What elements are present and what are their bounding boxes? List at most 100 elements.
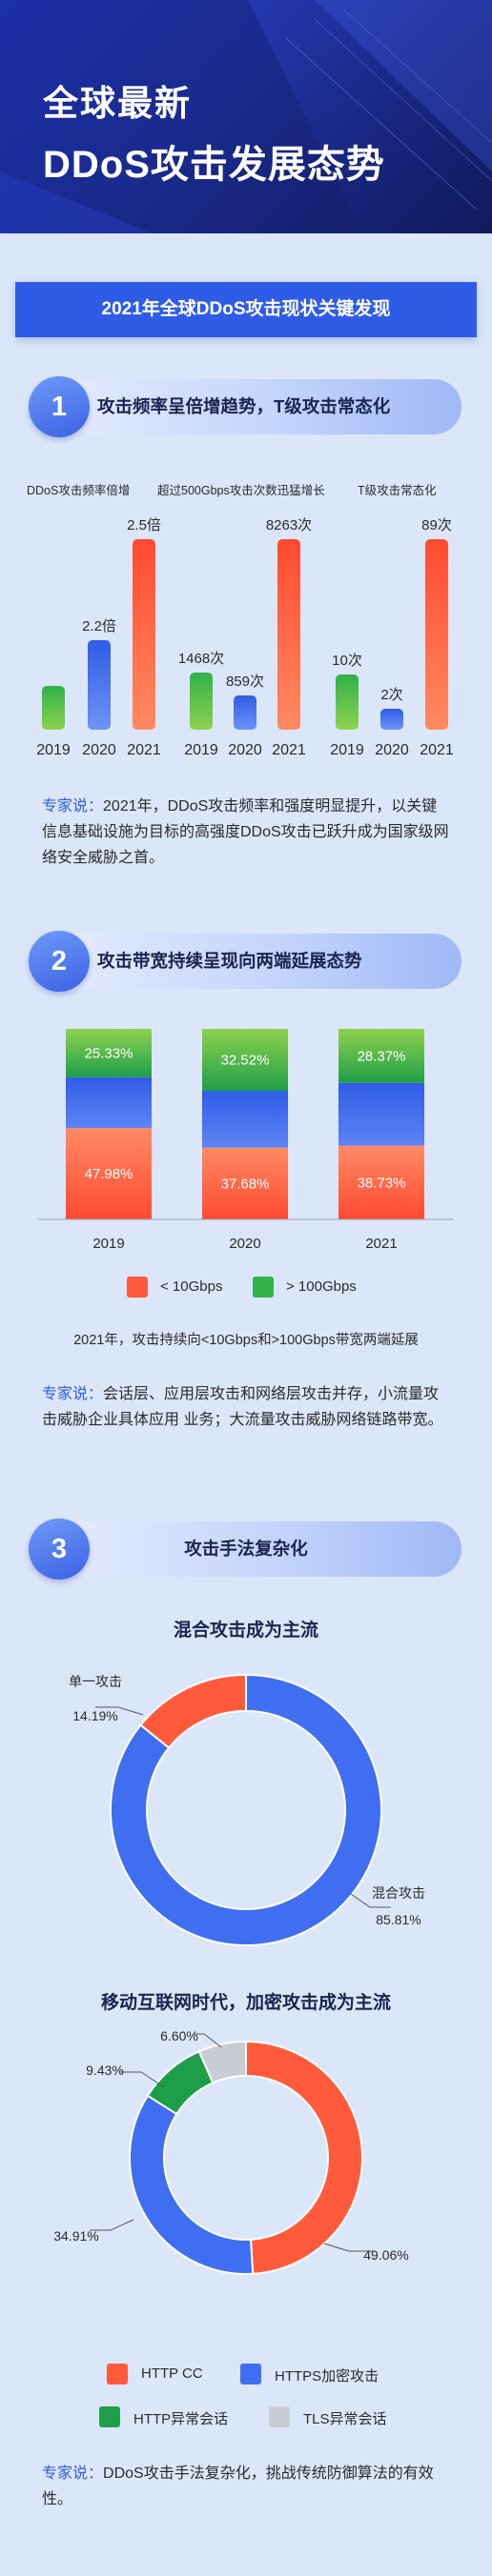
header-title-line2: DDoS攻击发展态势 bbox=[43, 144, 385, 186]
bar-c1-2020 bbox=[88, 640, 111, 730]
donut1-title: 混合攻击成为主流 bbox=[173, 1620, 318, 1640]
donut1-value-1: 85.81% bbox=[376, 1912, 420, 1927]
chart2-title: 超过500Gbps攻击次数迅猛增长 bbox=[157, 484, 325, 497]
stack-x-tick-2020: 2020 bbox=[229, 1236, 260, 1252]
stack-label-2021-2: 28.37% bbox=[358, 1048, 406, 1064]
section2-expert-label: 专家说： bbox=[42, 1386, 104, 1402]
section3-title: 攻击手法复杂化 bbox=[184, 1539, 308, 1559]
donut-chart-encrypted: 49.06% 34.91% 9.43% 6.60% bbox=[53, 2028, 409, 2275]
stack-x-tick-2019: 2019 bbox=[92, 1236, 124, 1252]
legend-swatch-lt10 bbox=[127, 1277, 148, 1298]
x-tick-c3-2019: 2019 bbox=[330, 742, 364, 758]
donut2-leader-0 bbox=[323, 2243, 374, 2252]
donut2-leader-3 bbox=[195, 2033, 222, 2048]
donut2-value-3: 6.60% bbox=[160, 2028, 198, 2043]
bar-c1-2019 bbox=[42, 686, 65, 730]
donut1-label-1: 混合攻击 bbox=[372, 1885, 425, 1901]
section1-pill: 攻击频率呈倍增趋势，T级攻击常态化 bbox=[31, 379, 461, 434]
header-banner: 全球最新 DDoS攻击发展态势 bbox=[0, 0, 492, 233]
legend2-swatch-https bbox=[240, 2364, 261, 2385]
bar-charts-section1: 2019 2.2倍 2020 2.5倍 2021 1468次 2019 859次 2020 826… bbox=[36, 517, 454, 758]
bar-label-c2-2021: 8263次 bbox=[266, 517, 312, 533]
donut2-leader-2 bbox=[120, 2071, 165, 2088]
donut2-title: 移动互联网时代，加密攻击成为主流 bbox=[100, 1993, 391, 2013]
section1-title: 攻击频率呈倍增趋势，T级攻击常态化 bbox=[97, 396, 391, 416]
x-tick-c1-2020: 2020 bbox=[82, 742, 116, 758]
bar-label-c2-2019: 1468次 bbox=[178, 651, 224, 667]
section1-expert-note: 专家说：2021年，DDoS攻击频率和强度明显提升，以关键信息基础设施为目标的高… bbox=[42, 794, 452, 871]
section1-expert-text: 2021年，DDoS攻击频率和强度明显提升，以关键信息基础设施为目标的高强度DD… bbox=[42, 798, 449, 866]
section2-title: 攻击带宽持续呈现向两端延展态势 bbox=[97, 951, 362, 971]
section3-expert-label: 专家说： bbox=[42, 2465, 104, 2482]
header-decoration bbox=[0, 0, 492, 233]
chart3-title: T级攻击常态化 bbox=[358, 484, 437, 497]
x-tick-c2-2020: 2020 bbox=[228, 742, 262, 758]
legend-swatch-gt100 bbox=[253, 1277, 274, 1298]
section3-expert-text: DDoS攻击手法复杂化，挑战传统防御算法的有效性。 bbox=[42, 2465, 434, 2507]
donut1-label-0: 单一攻击 bbox=[69, 1674, 122, 1689]
stack-label-2019-0: 47.98% bbox=[85, 1166, 133, 1182]
stack-seg-2021-0 bbox=[338, 1145, 424, 1219]
donut1-value-0: 14.19% bbox=[72, 1708, 117, 1723]
legend2-swatch-http-abnormal bbox=[99, 2406, 120, 2427]
section2-expert-note: 专家说：会话层、应用层攻击和网络层攻击并存，小流量攻击威胁企业具体应用 业务；大… bbox=[42, 1381, 452, 1433]
header-title-line1: 全球最新 bbox=[43, 84, 192, 123]
stack-label-2021-0: 38.73% bbox=[358, 1175, 406, 1191]
bar-label-c1-2020: 2.2倍 bbox=[82, 618, 116, 634]
section2-pill: 攻击带宽持续呈现向两端延展态势 bbox=[31, 934, 461, 989]
x-tick-c3-2020: 2020 bbox=[375, 742, 409, 758]
stack-seg-2020-1 bbox=[202, 1091, 288, 1148]
legend2-label-httpcc: HTTP CC bbox=[141, 2365, 203, 2382]
stack-seg-2019-2 bbox=[66, 1029, 152, 1077]
stack-seg-2021-1 bbox=[338, 1082, 424, 1146]
bar-label-c3-2019: 10次 bbox=[332, 653, 362, 669]
legend-label-gt100: > 100Gbps bbox=[286, 1278, 357, 1295]
donut2-value-1: 34.91% bbox=[53, 2228, 98, 2244]
legend-label-lt10: < 10Gbps bbox=[160, 1278, 223, 1295]
section3-number: 3 bbox=[29, 1519, 90, 1580]
bar-label-c1-2021: 2.5倍 bbox=[127, 517, 161, 533]
bar-label-c2-2020: 859次 bbox=[226, 674, 264, 690]
section2-number: 2 bbox=[29, 931, 90, 992]
donut2-slice-0 bbox=[245, 2040, 363, 2275]
donut2-leader-1 bbox=[90, 2219, 134, 2231]
legend2-label-tls: TLS异常会话 bbox=[303, 2411, 387, 2427]
legend2-label-http-abnormal: HTTP异常会话 bbox=[133, 2411, 229, 2427]
bar-label-c3-2021: 89次 bbox=[421, 517, 452, 533]
donut1-slice-1 bbox=[110, 1673, 382, 1946]
bar-c3-2021 bbox=[425, 539, 448, 730]
donut2-value-2: 9.43% bbox=[86, 2063, 124, 2078]
section1-number: 1 bbox=[29, 376, 90, 437]
legend2-swatch-httpcc bbox=[107, 2364, 128, 2385]
section3-expert-note: 专家说：DDoS攻击手法复杂化，挑战传统防御算法的有效性。 bbox=[42, 2461, 452, 2512]
stack-label-2019-2: 25.33% bbox=[85, 1045, 133, 1061]
x-tick-c3-2021: 2021 bbox=[420, 742, 454, 758]
key-findings-banner: 2021年全球DDoS攻击现状关键发现 bbox=[15, 282, 477, 337]
section3-pill: 攻击手法复杂化 bbox=[31, 1521, 461, 1577]
chart1-title: DDoS攻击频率倍增 bbox=[27, 484, 131, 497]
donut2-value-0: 49.06% bbox=[363, 2247, 408, 2263]
stack-seg-2019-0 bbox=[66, 1128, 152, 1219]
bar-c2-2021 bbox=[277, 539, 300, 730]
section2-expert-text: 会话层、应用层攻击和网络层攻击并存，小流量攻击威胁企业具体应用 业务；大流量攻击… bbox=[42, 1386, 443, 1428]
stack-label-2020-2: 32.52% bbox=[221, 1053, 270, 1069]
bar-c2-2020 bbox=[234, 695, 256, 730]
donut2-slice-1 bbox=[129, 2094, 255, 2275]
stack-label-2020-0: 37.68% bbox=[221, 1176, 270, 1192]
donut1-leader-1 bbox=[350, 1893, 391, 1908]
legend2-swatch-tls bbox=[269, 2406, 290, 2427]
bar-c2-2019 bbox=[190, 673, 213, 730]
section1-expert-label: 专家说： bbox=[42, 798, 104, 815]
x-tick-c1-2021: 2021 bbox=[127, 742, 161, 758]
stack-seg-2021-2 bbox=[338, 1029, 424, 1083]
bar-c3-2019 bbox=[336, 674, 359, 730]
banner-text: 2021年全球DDoS攻击现状关键发现 bbox=[101, 299, 391, 319]
x-tick-c2-2019: 2019 bbox=[184, 742, 218, 758]
legend2-label-https: HTTPS加密攻击 bbox=[275, 2368, 379, 2385]
stack-x-tick-2021: 2021 bbox=[365, 1236, 397, 1252]
x-tick-c1-2019: 2019 bbox=[36, 742, 71, 758]
stack-seg-2020-0 bbox=[202, 1147, 288, 1219]
stack-seg-2019-1 bbox=[66, 1077, 152, 1129]
donut1-leader-0 bbox=[95, 1706, 144, 1716]
donut-chart-mixed: 单一攻击 14.19% 混合攻击 85.81% bbox=[69, 1673, 425, 1946]
